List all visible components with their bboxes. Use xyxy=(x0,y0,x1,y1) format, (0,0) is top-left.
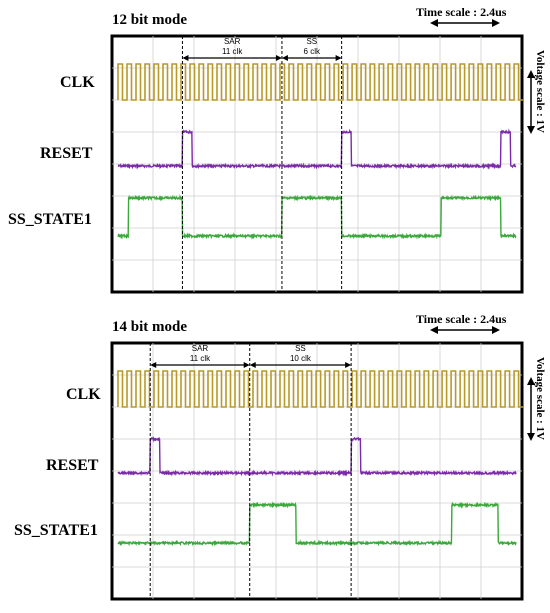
mode-title: 14 bit mode xyxy=(112,319,187,335)
region-arrowhead-right xyxy=(275,55,282,61)
region-name: SS xyxy=(306,37,317,46)
reset-trace xyxy=(117,128,517,170)
region-arrowhead-right xyxy=(345,362,352,368)
region-arrowhead-left xyxy=(249,362,256,368)
region-arrowhead-left xyxy=(182,55,189,61)
ss-state1-label: SS_STATE1 xyxy=(14,522,98,539)
time-scale-arrow-icon xyxy=(430,326,500,334)
time-scale-arrow-icon xyxy=(430,19,500,27)
region-clk-count: 6 clk xyxy=(304,47,321,56)
region-name: SAR xyxy=(224,37,241,46)
ss-state1-trace xyxy=(117,501,517,547)
voltage-scale-arrow-icon xyxy=(527,377,535,441)
reset-label: RESET xyxy=(46,457,99,474)
clk-trace xyxy=(117,370,524,408)
clk-label: CLK xyxy=(60,74,95,91)
voltage-scale-label: Voltage scale : 1V xyxy=(534,357,546,440)
time-scale-label: Time scale : 2.4us xyxy=(416,5,507,19)
region-arrowhead-right xyxy=(243,362,250,368)
region-clk-count: 11 clk xyxy=(222,47,243,56)
region-arrowhead-left xyxy=(150,362,157,368)
region-name: SAR xyxy=(192,344,209,353)
region-arrowhead-left xyxy=(281,55,288,61)
region-name: SS xyxy=(295,344,306,353)
voltage-scale: Voltage scale : 1V xyxy=(520,355,550,565)
mode-title: 12 bit mode xyxy=(112,12,187,28)
clk-label: CLK xyxy=(66,386,101,403)
reset-trace xyxy=(117,436,517,477)
region-arrowhead-right xyxy=(335,55,342,61)
clk-trace xyxy=(117,63,524,101)
ss-state1-label: SS_STATE1 xyxy=(8,211,92,228)
region-clk-count: 11 clk xyxy=(190,354,211,363)
ss-state1-trace xyxy=(117,194,517,240)
panel-12bit: 12 bit mode Time scale : 2.4us CLK RESET… xyxy=(0,0,550,306)
panel-14bit: 14 bit mode Time scale : 2.4us CLK RESET… xyxy=(0,307,550,613)
voltage-scale: Voltage scale : 1V xyxy=(520,48,550,258)
time-scale-label: Time scale : 2.4us xyxy=(416,312,507,326)
voltage-scale-arrow-icon xyxy=(527,70,535,134)
reset-label: RESET xyxy=(40,145,93,162)
voltage-scale-label: Voltage scale : 1V xyxy=(534,50,546,133)
region-clk-count: 10 clk xyxy=(290,354,312,363)
